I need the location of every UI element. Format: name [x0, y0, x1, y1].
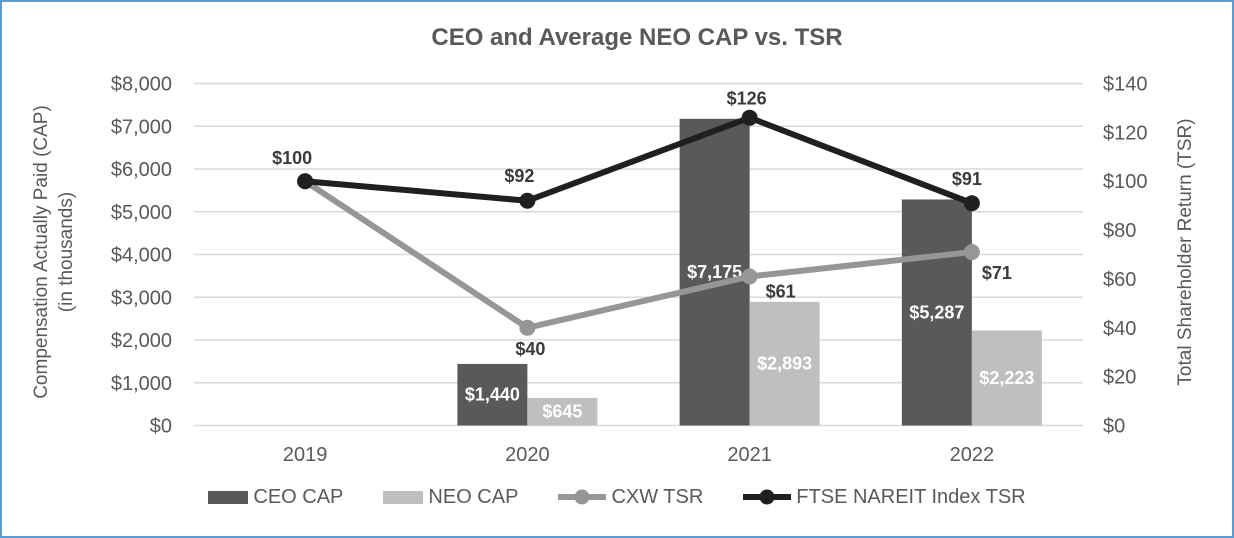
ftse-nareit-swatch-dot — [759, 489, 775, 505]
neo-cap-bar-2022 — [971, 330, 1042, 426]
ceo-cap-bar-label-2020: $1,440 — [465, 385, 520, 405]
left-axis-title: Compensation Actually Paid (CAP) (in tho… — [29, 105, 79, 399]
cxw-tsr-marker-2022 — [963, 244, 980, 261]
ceo-cap-bar-label-2021: $7,175 — [687, 262, 742, 282]
neo-cap-bar-label-2020: $645 — [542, 402, 582, 422]
cxw-tsr-label-2022: $71 — [982, 263, 1012, 283]
left-axis-tick-label: $1,000 — [111, 373, 172, 395]
x-axis-tick-label: 2022 — [950, 444, 995, 466]
ftse-nareit-tsr-label-2020: $92 — [504, 166, 534, 186]
cxw-tsr-label-2019: $100 — [272, 148, 312, 168]
legend-item-ftse-nareit-tsr: FTSE NAREIT Index TSR — [743, 485, 1026, 509]
neo-cap-swatch — [383, 490, 424, 504]
ceo-cap-bar-label-2022: $5,287 — [909, 302, 964, 322]
cxw-tsr-swatch-dot — [574, 489, 590, 505]
right-axis-tick-label: $120 — [1103, 122, 1148, 144]
cxw-tsr-label-2020: $40 — [515, 339, 545, 359]
ftse-nareit-tsr-marker-2019 — [297, 173, 314, 190]
ceo-cap-bar-2022 — [901, 199, 972, 426]
cxw-tsr-marker-2020 — [519, 319, 536, 336]
left-axis-tick-label: $6,000 — [111, 159, 172, 181]
legend-label-ceo-cap: CEO CAP — [253, 485, 344, 508]
left-axis-tick-label: $4,000 — [111, 245, 172, 267]
left-axis-tick-label: $0 — [150, 416, 172, 438]
ceo-cap-bar-2020 — [457, 363, 528, 426]
chart-title: CEO and Average NEO CAP vs. TSR — [431, 24, 843, 51]
left-axis-title-line2: (in thousands) — [56, 191, 77, 313]
left-axis-tick-label: $2,000 — [111, 330, 172, 352]
cxw-tsr-marker-2021 — [741, 268, 758, 285]
right-axis-tick-label: $20 — [1103, 367, 1136, 389]
legend-label-neo-cap: NEO CAP — [428, 485, 519, 508]
x-axis-tick-label: 2021 — [727, 444, 772, 466]
neo-cap-bar-label-2021: $2,893 — [757, 354, 812, 374]
x-axis-tick-label: 2019 — [283, 444, 328, 466]
chart-legend: CEO CAP NEO CAP CXW TSR FTSE NAREIT Inde… — [2, 482, 1232, 512]
ftse-nareit-tsr-marker-2020 — [519, 192, 536, 209]
right-axis-tick-label: $80 — [1103, 220, 1136, 242]
left-axis-tick-label: $3,000 — [111, 287, 172, 309]
right-axis-tick-label: $40 — [1103, 318, 1136, 340]
ftse-nareit-swatch — [743, 489, 792, 505]
right-axis-tick-label: $100 — [1103, 171, 1148, 193]
right-axis-tick-label: $60 — [1103, 269, 1136, 291]
ceo-cap-bar-2021 — [679, 118, 750, 426]
legend-item-cxw-tsr: CXW TSR — [558, 486, 703, 509]
cxw-tsr-label-2021: $61 — [766, 281, 796, 301]
left-axis-tick-label: $8,000 — [111, 74, 172, 96]
ftse-nareit-tsr-marker-2022 — [963, 195, 980, 212]
x-axis-tick-label: 2020 — [505, 444, 550, 466]
legend-label-cxw-tsr: CXW TSR — [611, 485, 704, 508]
ceo-cap-swatch — [208, 490, 249, 504]
left-axis-tick-label: $5,000 — [111, 202, 172, 224]
legend-item-neo-cap: NEO CAP — [383, 486, 518, 509]
cxw-tsr-swatch — [558, 489, 607, 505]
legend-label-ftse-nareit-tsr: FTSE NAREIT Index TSR — [796, 485, 1026, 508]
right-axis-tick-label: $140 — [1103, 74, 1148, 96]
neo-cap-bar-label-2022: $2,223 — [979, 368, 1034, 388]
left-axis-title-line1: Compensation Actually Paid (CAP) — [31, 105, 52, 399]
ftse-nareit-tsr-marker-2021 — [741, 109, 758, 126]
neo-cap-bar-2021 — [749, 301, 820, 426]
ftse-nareit-tsr-line — [304, 114, 973, 206]
cxw-tsr-line — [303, 178, 973, 331]
right-axis-title: Total Shareholder Return (TSR) — [1175, 118, 1196, 386]
ftse-nareit-tsr-label-2021: $126 — [727, 89, 767, 109]
left-axis-tick-label: $7,000 — [111, 116, 172, 138]
right-axis-tick-label: $0 — [1103, 416, 1125, 438]
neo-cap-bar-2020 — [527, 397, 598, 426]
ftse-nareit-tsr-label-2022: $91 — [952, 169, 982, 189]
legend-item-ceo-cap: CEO CAP — [208, 486, 343, 509]
